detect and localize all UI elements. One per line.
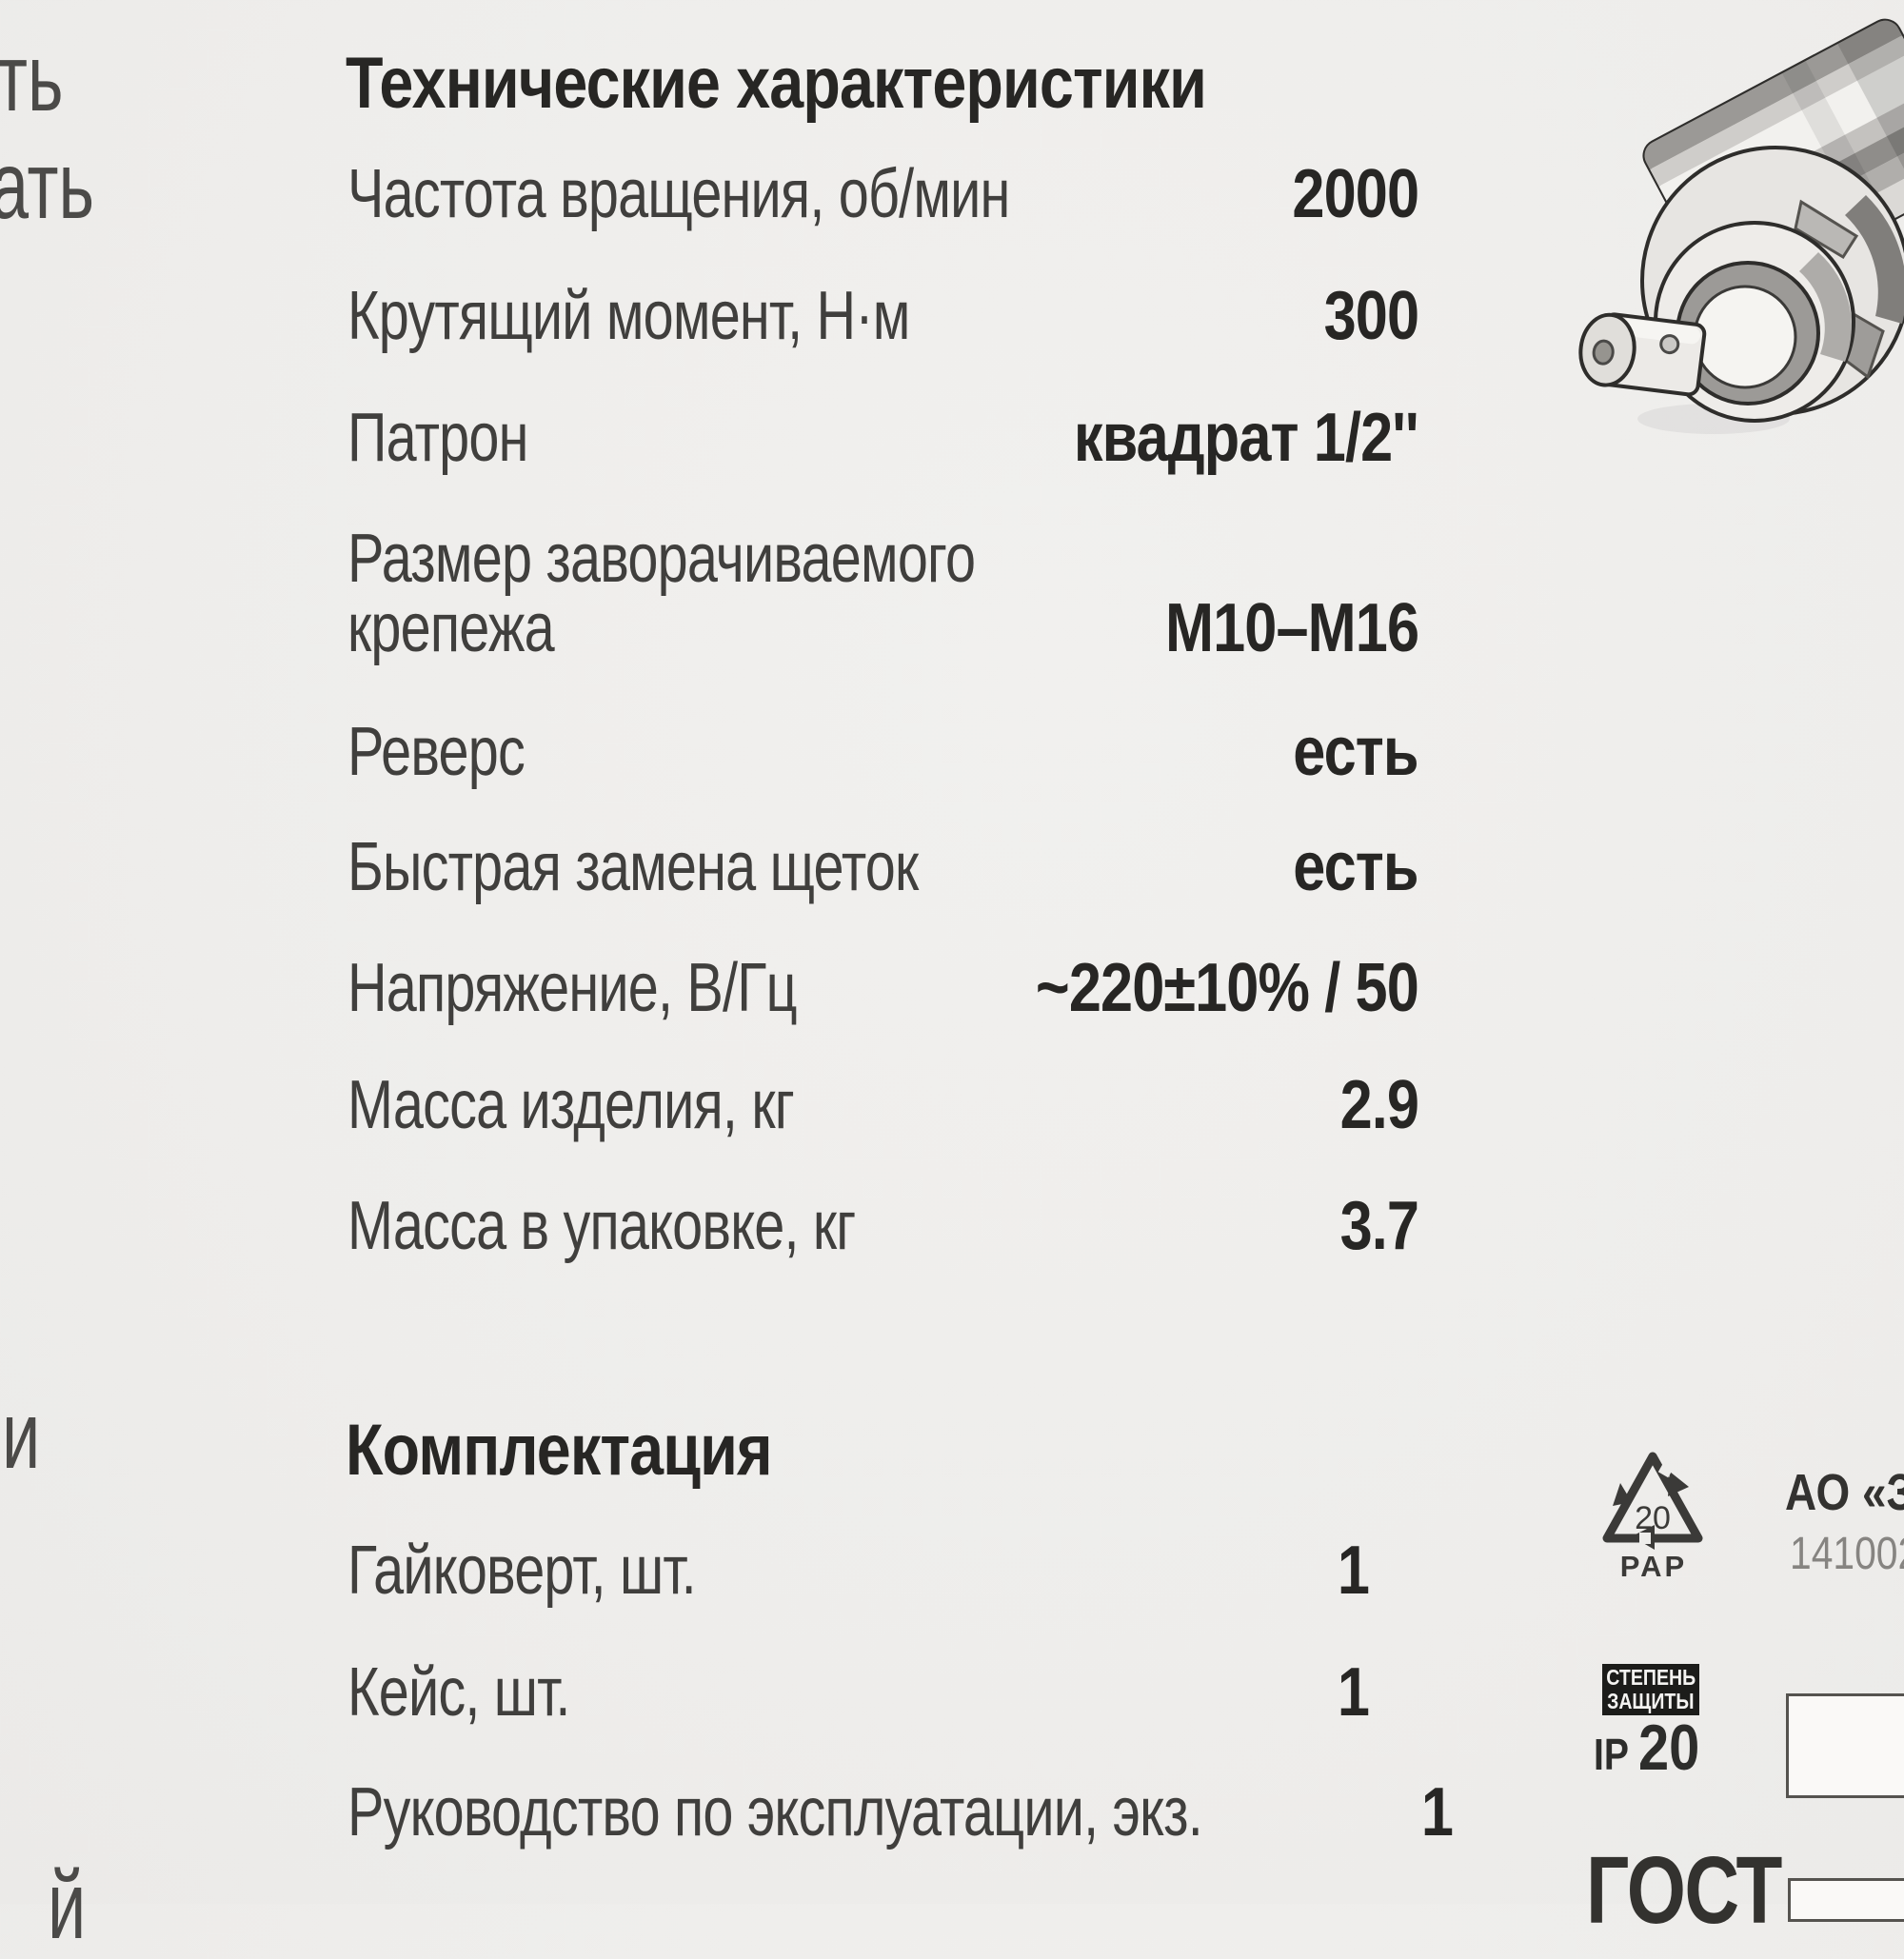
equipment-label: Руководство по эксплуатации, экз.	[347, 1774, 1203, 1850]
outlined-box	[1788, 1878, 1904, 1922]
spec-value: есть	[1293, 829, 1419, 905]
spec-row: Быстрая замена щеток есть	[347, 827, 1419, 907]
equipment-row: Кейс, шт. 1	[347, 1652, 1370, 1732]
spec-label: Крутящий момент, Н·м	[347, 278, 910, 354]
ip-rating: IP 20	[1594, 1713, 1702, 1789]
spec-label: Патрон	[347, 400, 528, 476]
badge-line1: СТЕПЕНЬ	[1606, 1665, 1696, 1690]
equipment-value: 1	[1421, 1774, 1454, 1850]
equipment-value: 1	[1337, 1654, 1370, 1731]
spec-value: есть	[1293, 714, 1419, 790]
equipment-label: Гайковерт, шт.	[347, 1533, 697, 1609]
manufacturer-address: 141002	[1790, 1529, 1904, 1579]
spec-row: крепежа М10–М16	[347, 588, 1419, 668]
equipment-row: Гайковерт, шт. 1	[347, 1531, 1370, 1611]
spec-row: Напряжение, В/Гц ~220±10% / 50	[347, 948, 1419, 1028]
spec-value: 2000	[1292, 156, 1419, 232]
edge-fragment-text: и	[2, 1382, 41, 1489]
ip-prefix: IP	[1594, 1730, 1629, 1779]
gost-mark-partial: ГОСТ	[1586, 1837, 1782, 1944]
recycling-material-label: PAP	[1619, 1550, 1688, 1583]
spec-label: Напряжение, В/Гц	[347, 950, 798, 1026]
spec-row: Размер заворачиваемого	[347, 519, 1418, 599]
spec-row: Частота вращения, об/мин 2000	[347, 154, 1419, 234]
spec-value: ~220±10% / 50	[1036, 950, 1419, 1026]
spec-value: квадрат 1/2''	[1074, 400, 1419, 476]
spec-label: Частота вращения, об/мин	[347, 156, 1010, 232]
spec-label: Размер заворачиваемого	[347, 521, 976, 597]
edge-fragment-text: ть	[0, 25, 64, 131]
spec-label: Реверс	[347, 714, 526, 790]
outlined-box	[1786, 1693, 1904, 1798]
spec-row: Масса изделия, кг 2.9	[347, 1065, 1419, 1145]
spec-row: Реверс есть	[347, 712, 1419, 792]
spec-row: Патрон квадрат 1/2''	[347, 398, 1419, 478]
recycling-pap-icon: 20	[1602, 1452, 1703, 1550]
spec-value: 3.7	[1339, 1188, 1418, 1264]
spec-row: Крутящий момент, Н·м 300	[347, 276, 1419, 356]
spec-value: М10–М16	[1164, 590, 1419, 666]
equipment-row: Руководство по эксплуатации, экз. 1	[347, 1772, 1454, 1852]
specs-title: Технические характеристики	[346, 43, 1207, 124]
spec-label: Масса изделия, кг	[347, 1067, 795, 1143]
spec-value: 2.9	[1339, 1067, 1418, 1143]
protection-degree-badge: СТЕПЕНЬ ЗАЩИТЫ	[1602, 1664, 1699, 1715]
impact-wrench-illustration	[1578, 15, 1904, 434]
ip-value: 20	[1638, 1712, 1700, 1784]
spec-label: крепежа	[347, 590, 555, 666]
recycling-code-label: 20	[1635, 1500, 1671, 1536]
manufacturer-name: АО «З	[1785, 1464, 1904, 1521]
badge-line2: ЗАЩИТЫ	[1607, 1689, 1695, 1713]
equipment-title: Комплектация	[346, 1410, 773, 1491]
edge-fragment-text: ать	[0, 132, 94, 239]
equipment-value: 1	[1337, 1533, 1370, 1609]
spec-label: Быстрая замена щеток	[347, 829, 919, 905]
spec-row: Масса в упаковке, кг 3.7	[347, 1186, 1419, 1266]
spec-value: 300	[1323, 278, 1418, 354]
equipment-label: Кейс, шт.	[347, 1654, 570, 1731]
edge-fragment-text: й	[48, 1852, 87, 1959]
spec-label: Масса в упаковке, кг	[347, 1188, 856, 1264]
